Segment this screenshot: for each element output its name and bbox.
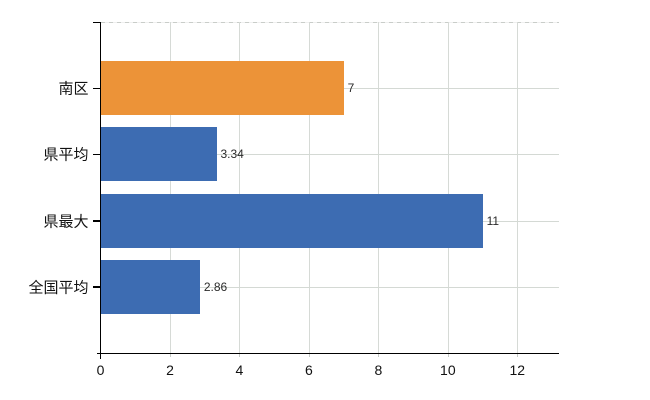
h-gridline	[100, 286, 559, 288]
v-gridline	[169, 22, 171, 353]
chart-bar	[100, 193, 483, 248]
bar-value-label: 2.86	[203, 279, 228, 294]
bar-value-label: 3.34	[220, 147, 244, 162]
chart-bar	[100, 61, 344, 116]
y-tick-mark	[92, 286, 101, 288]
x-tick-label: 8	[374, 362, 383, 378]
x-tick-stub	[378, 353, 380, 357]
x-tick-stub	[239, 353, 241, 357]
v-gridline	[517, 22, 519, 353]
x-tick-stub	[169, 353, 171, 357]
chart-bar	[100, 259, 200, 314]
x-axis-line	[96, 352, 559, 354]
v-gridline	[308, 22, 310, 353]
x-tick-stub	[447, 353, 449, 357]
y-tick-label: 南区	[58, 80, 89, 98]
y-tick-mark	[92, 21, 101, 23]
v-gridline	[239, 22, 241, 353]
y-tick-label: 県平均	[43, 146, 89, 164]
v-gridline	[447, 22, 449, 353]
y-axis-line	[99, 22, 101, 359]
x-tick-stub	[308, 353, 310, 357]
x-tick-label: 12	[509, 362, 526, 378]
y-tick-label: 県最大	[43, 213, 89, 231]
x-tick-label: 2	[166, 362, 174, 378]
x-tick-label: 10	[440, 362, 456, 378]
y-tick-mark	[92, 220, 101, 222]
bar-value-label: 7	[347, 81, 355, 96]
v-gridline	[378, 22, 380, 353]
y-tick-label: 全国平均	[28, 279, 89, 297]
x-tick-stub	[517, 353, 519, 357]
plot-top-border	[100, 22, 559, 23]
y-tick-mark	[92, 87, 101, 90]
h-gridline	[100, 154, 559, 156]
chart-bar	[100, 127, 217, 182]
x-tick-label: 6	[305, 362, 313, 378]
x-tick-label: 0	[96, 362, 105, 378]
y-tick-mark	[92, 153, 101, 156]
bar-value-label: 11	[486, 213, 500, 228]
x-tick-label: 4	[235, 362, 244, 378]
